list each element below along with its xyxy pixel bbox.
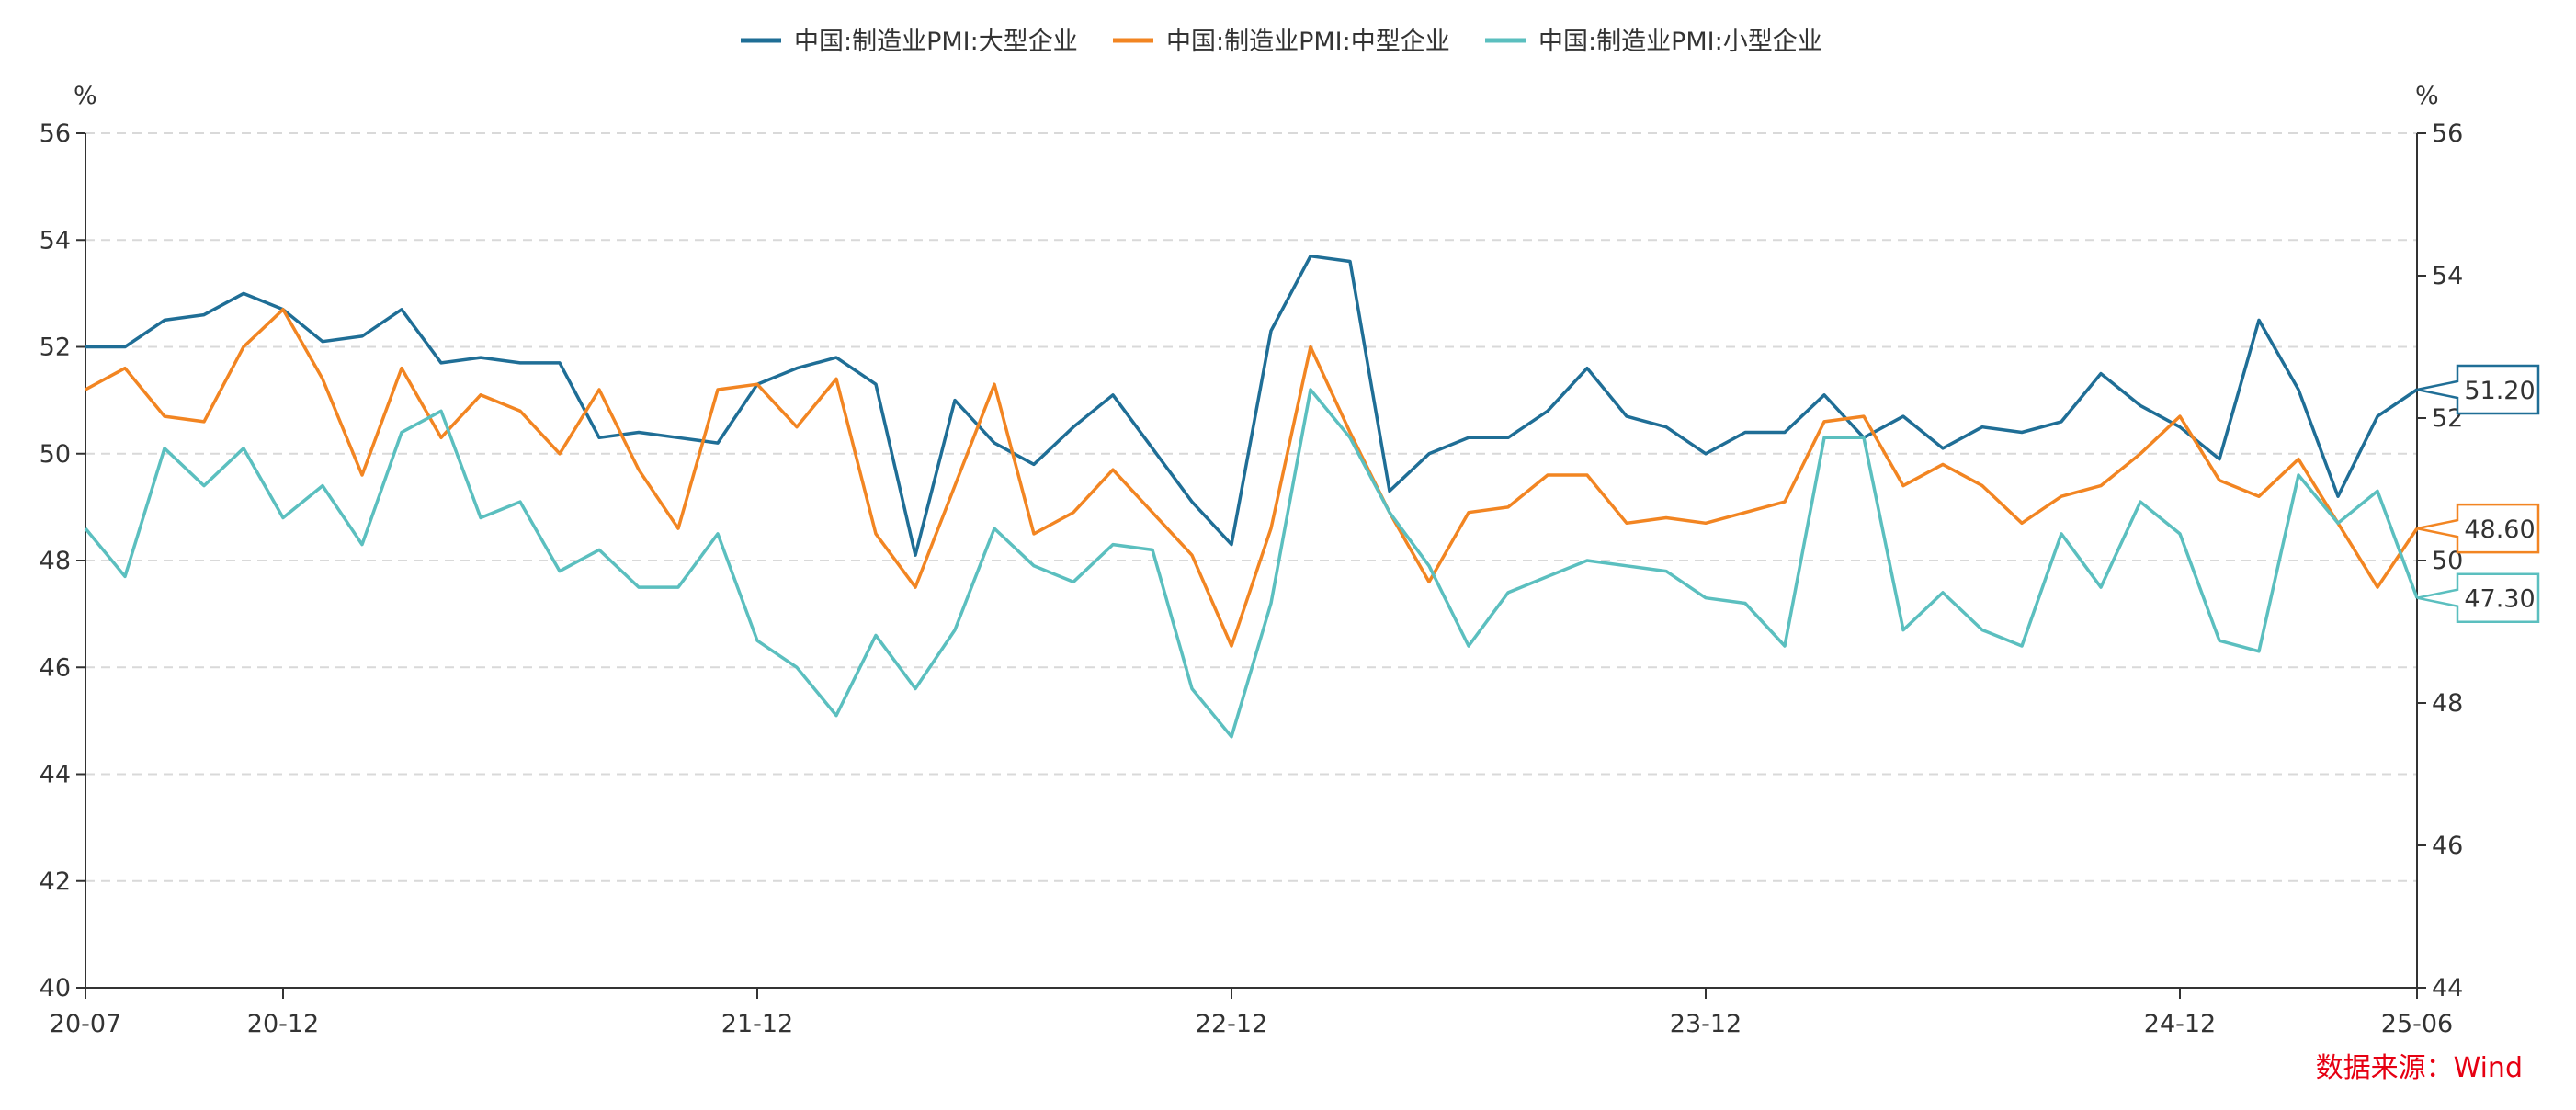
right-tick-label: 54 — [2432, 262, 2463, 290]
end-label-1: 48.60 — [2416, 503, 2540, 554]
x-tick-label: 20-07 — [50, 1010, 121, 1038]
x-tick-label: 21-12 — [721, 1010, 793, 1038]
right-tick-label: 44 — [2432, 974, 2463, 1002]
legend-label: 中国:制造业PMI:小型企业 — [1538, 28, 1822, 56]
x-tick-label: 20-12 — [247, 1010, 319, 1038]
end-label-box — [2416, 572, 2540, 623]
left-tick-label: 50 — [40, 440, 71, 469]
x-tick-label: 22-12 — [1196, 1010, 1267, 1038]
legend-label: 中国:制造业PMI:大型企业 — [794, 28, 1078, 56]
right-tick-label: 56 — [2432, 119, 2463, 148]
legend-item-0: 中国:制造业PMI:大型企业 — [741, 28, 1078, 56]
x-tick-label: 25-06 — [2381, 1010, 2453, 1038]
right-tick-label: 48 — [2432, 689, 2463, 718]
left-axis-unit: % — [74, 82, 97, 110]
end-label-text: 47.30 — [2464, 585, 2535, 614]
end-value-labels: 51.20 48.60 47.30 — [2416, 364, 2540, 623]
left-tick-label: 40 — [40, 974, 71, 1002]
end-label-0: 51.20 — [2416, 364, 2540, 415]
series-line-1 — [85, 308, 2419, 648]
left-tick-label: 42 — [40, 867, 71, 896]
left-tick-label: 52 — [40, 334, 71, 362]
legend: 中国:制造业PMI:大型企业 中国:制造业PMI:中型企业 中国:制造业PMI:小型… — [741, 28, 1822, 56]
end-label-box — [2416, 364, 2540, 415]
axes: % % — [74, 82, 2439, 989]
x-tick-label: 24-12 — [2144, 1010, 2216, 1038]
left-tick-label: 44 — [40, 761, 71, 789]
series-line-0 — [85, 254, 2418, 557]
legend-item-1: 中国:制造业PMI:中型企业 — [1113, 28, 1450, 56]
series-lines — [84, 254, 2419, 739]
series-line-2 — [84, 388, 2419, 739]
left-tick-label: 56 — [40, 119, 71, 148]
end-label-text: 48.60 — [2464, 515, 2535, 544]
left-tick-label: 48 — [40, 547, 71, 575]
end-label-2: 47.30 — [2416, 572, 2540, 623]
end-label-text: 51.20 — [2464, 377, 2535, 405]
source-label: 数据来源：Wind — [2316, 1052, 2523, 1084]
left-tick-label: 54 — [40, 226, 71, 255]
right-axis-unit: % — [2415, 82, 2439, 110]
grid-lines — [85, 132, 2417, 882]
x-tick-label: 23-12 — [1670, 1010, 1742, 1038]
end-label-box — [2416, 503, 2540, 554]
legend-label: 中国:制造业PMI:中型企业 — [1166, 28, 1450, 56]
legend-item-2: 中国:制造业PMI:小型企业 — [1485, 28, 1822, 56]
right-tick-label: 46 — [2432, 832, 2463, 860]
left-tick-label: 46 — [40, 653, 71, 682]
